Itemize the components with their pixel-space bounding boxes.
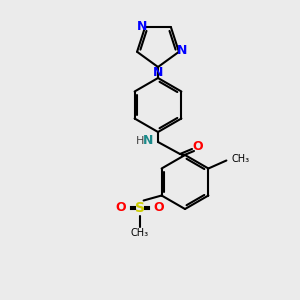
Text: H: H <box>136 136 144 146</box>
Text: CH₃: CH₃ <box>130 227 149 238</box>
Text: O: O <box>115 201 126 214</box>
Text: N: N <box>137 20 147 33</box>
Text: N: N <box>177 44 187 57</box>
Text: N: N <box>153 65 163 79</box>
Text: N: N <box>143 134 153 148</box>
Text: O: O <box>193 140 203 154</box>
Text: CH₃: CH₃ <box>231 154 250 164</box>
Text: O: O <box>153 201 164 214</box>
Text: S: S <box>135 202 145 215</box>
